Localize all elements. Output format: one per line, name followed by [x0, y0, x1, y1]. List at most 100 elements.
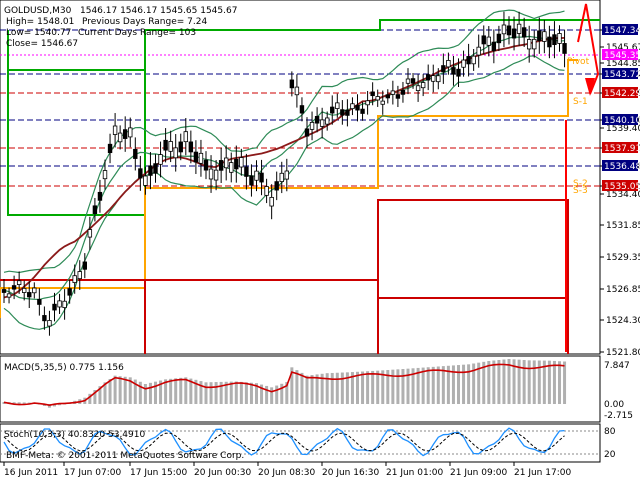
candle-body — [117, 132, 123, 143]
macd-bar — [532, 360, 536, 404]
time-tick-label: 17 Jun 15:00 — [130, 468, 187, 478]
candle-body — [229, 162, 234, 173]
axis-tick-label: 1534.40 — [606, 190, 640, 200]
macd-bar — [366, 371, 370, 404]
price-tag-bg — [602, 87, 638, 98]
macd-bar — [204, 382, 208, 404]
macd-bar — [224, 381, 228, 404]
macd-bar — [255, 383, 258, 404]
macd-bar — [361, 371, 365, 404]
candle-body — [294, 86, 300, 96]
time-tick-label: 20 Jun 16:30 — [322, 468, 379, 478]
macd-bar — [325, 373, 329, 404]
candle-body — [198, 152, 204, 164]
macd-bar — [320, 373, 324, 404]
stoch-main-line — [3, 427, 565, 457]
macd-bar — [457, 365, 460, 404]
macd-bar — [123, 376, 127, 404]
candle-body — [501, 24, 507, 35]
candle-body — [355, 105, 360, 111]
macd-bar — [219, 381, 223, 404]
axis-tick-label: 1544.85 — [606, 59, 640, 69]
candle-body — [193, 151, 199, 163]
axis-tick-label: 1529.35 — [606, 253, 640, 263]
macd-bar — [275, 385, 279, 404]
macd-bar — [330, 372, 334, 404]
candle-body — [557, 33, 562, 44]
macd-bar — [93, 390, 97, 404]
candle-body — [188, 141, 194, 153]
candle-body — [173, 147, 178, 159]
candle-body — [143, 175, 148, 186]
time-tick-label: 20 Jun 08:30 — [258, 468, 315, 478]
axis-tick-label: 1539.40 — [606, 124, 640, 134]
candle-body — [319, 119, 325, 127]
candle-body — [299, 105, 305, 114]
macd-bar — [421, 367, 425, 404]
time-axis: 16 Jun 2011 17 Jun 07:00 17 Jun 15:00 20 Ju… — [3, 462, 571, 478]
macd-bar — [305, 375, 309, 404]
candle-body — [87, 229, 93, 238]
macd-bar — [315, 374, 319, 404]
candle-body — [547, 36, 552, 48]
s3-label: S-3 — [573, 186, 588, 196]
candle-body — [82, 261, 87, 270]
candle-body — [178, 141, 183, 153]
forecast-arrow-head — [585, 78, 595, 96]
forecast-arrows — [565, 3, 600, 352]
macd-bar — [381, 370, 385, 404]
macd-tick-high: 7.847 — [604, 361, 630, 371]
candle-body — [431, 75, 436, 82]
candle-body — [102, 170, 108, 180]
macd-bar — [295, 370, 299, 404]
candle-body — [375, 96, 380, 101]
candle-body — [542, 31, 547, 42]
macd-bar — [148, 382, 152, 404]
macd-bar — [537, 360, 541, 404]
candle-body — [77, 271, 82, 280]
macd-bar — [558, 361, 561, 404]
candle-body — [279, 172, 284, 182]
close-value: Close= 1546.67 — [6, 39, 78, 49]
forecast-arrow-line — [577, 3, 600, 95]
candle-body — [133, 148, 138, 159]
macd-bar — [103, 382, 107, 404]
price-tag-bg — [602, 180, 638, 191]
candle-body — [62, 300, 67, 308]
candle-body — [92, 205, 98, 214]
candle-body — [471, 55, 476, 65]
copyright-text: BMF-Meta: © 2001-2011 MetaQuotes Softwar… — [6, 451, 244, 461]
candle-body — [309, 121, 315, 130]
candle-body — [466, 56, 471, 65]
candle-body — [360, 108, 365, 114]
macd-bar — [396, 369, 400, 404]
macd-bar — [436, 366, 440, 404]
candle-body — [350, 103, 355, 110]
stochastic-panel[interactable] — [0, 423, 601, 463]
candle-body — [552, 34, 557, 46]
candle-body — [410, 78, 416, 84]
macd-bar — [391, 369, 395, 404]
candle-body — [203, 159, 209, 171]
candle-body — [446, 60, 451, 68]
candle-body — [249, 175, 254, 186]
main-price-panel[interactable] — [0, 0, 601, 355]
macd-bar — [214, 382, 218, 404]
candle-body — [365, 100, 370, 106]
macd-bar — [467, 364, 471, 404]
macd-bar — [441, 366, 445, 404]
candle-body — [234, 158, 239, 170]
macd-bar — [17, 402, 21, 404]
candle-body — [37, 299, 42, 305]
macd-bar — [113, 375, 117, 404]
axis-tick-label: 1545.67 — [606, 43, 640, 53]
candle-body — [400, 89, 406, 95]
macd-tick-zero: 0.00 — [604, 400, 624, 410]
candlesticks — [1, 11, 567, 336]
macd-bar — [290, 367, 294, 404]
price-tag-label: 1547.34 — [604, 26, 640, 36]
candle-body — [451, 67, 456, 75]
time-tick-label: 21 Jun 17:00 — [514, 468, 571, 478]
stoch-tick-20: 20 — [604, 450, 616, 460]
